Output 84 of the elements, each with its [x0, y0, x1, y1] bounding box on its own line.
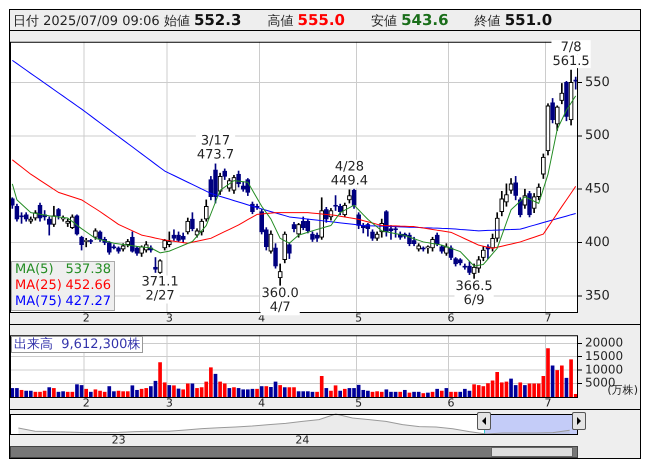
- bar: [430, 392, 434, 397]
- y-tick-label: 20000: [585, 335, 624, 350]
- bar: [278, 385, 282, 397]
- y-tick-label: 550: [585, 74, 610, 90]
- bar: [15, 388, 19, 397]
- bar: [523, 385, 527, 397]
- bar: [88, 392, 93, 397]
- text: 高値 555.0: [267, 11, 345, 29]
- annotation: 3/17 473.7: [196, 134, 234, 163]
- bar: [126, 391, 130, 397]
- y-tick-label: 350: [585, 288, 610, 304]
- annotation: 7/8 561.5: [552, 40, 590, 69]
- text: MA(75) 427.27: [15, 294, 111, 310]
- y-tick-label: 15000: [585, 348, 624, 363]
- bar: [338, 390, 342, 397]
- bar: [403, 390, 407, 397]
- bar: [228, 388, 232, 397]
- text: MA(25) 452.66: [15, 278, 111, 294]
- bar: [172, 385, 176, 397]
- x-tick-label: 5: [355, 396, 362, 410]
- y-tick-label: 450: [585, 182, 610, 197]
- bar: [232, 387, 236, 397]
- bar: [255, 388, 259, 397]
- bar: [320, 376, 324, 397]
- text: 安値 543.6: [370, 11, 449, 29]
- x-tick-label: 2: [82, 396, 90, 410]
- bar: [444, 388, 448, 397]
- bar: [47, 387, 52, 397]
- chart-title: 出来高 9,612,300株: [11, 336, 144, 354]
- bar: [241, 389, 246, 397]
- annotation: 4/28 449.4: [330, 160, 368, 189]
- text: 終値 551.0: [474, 11, 552, 29]
- x-tick-label: 7: [544, 311, 552, 324]
- x-tick-label: 3: [166, 396, 173, 410]
- bar: [282, 387, 287, 397]
- bar: [190, 384, 194, 397]
- x-tick-label: 3: [166, 311, 173, 324]
- bar: [398, 392, 402, 397]
- bar: [569, 359, 573, 397]
- bar: [20, 390, 24, 397]
- bar: [518, 382, 522, 397]
- series-label: MA(5) 537.38: [15, 262, 111, 278]
- bar: [222, 384, 227, 397]
- bar: [440, 390, 444, 397]
- y-tick-label: 10000: [585, 362, 624, 376]
- y-tick-label: 400: [585, 234, 610, 250]
- bar: [214, 374, 218, 397]
- x-tick-label: 23: [112, 433, 126, 446]
- annotation: 366.5 6/9: [455, 279, 493, 308]
- bar: [476, 385, 481, 397]
- x-tick-label: 4: [258, 396, 266, 410]
- bar: [342, 388, 347, 397]
- bar: [176, 388, 180, 397]
- x-tick-label: 7: [544, 396, 552, 410]
- x-tick-label: 6: [448, 396, 455, 410]
- bar: [301, 391, 306, 397]
- bar: [84, 388, 88, 397]
- annotation: 371.1 2/27: [141, 274, 179, 304]
- bar: [564, 378, 568, 397]
- bar: [52, 388, 56, 397]
- x-tick-label: 6: [448, 311, 455, 324]
- bar: [421, 393, 426, 397]
- bar: [66, 392, 70, 397]
- x-tick-label: 5: [355, 311, 362, 324]
- chart-title: 日付 2025/07/09 09:06: [13, 14, 161, 29]
- annotation: 360.0 4/7: [262, 286, 299, 316]
- bar: [458, 392, 462, 397]
- bar: [435, 388, 439, 397]
- bar: [144, 388, 148, 397]
- bar: [264, 386, 268, 397]
- bar: [380, 392, 384, 397]
- x-tick-label: 2: [82, 311, 90, 324]
- bar: [426, 392, 430, 397]
- x-tick-label: 24: [295, 433, 310, 446]
- bar: [28, 390, 33, 397]
- text: 始値 552.3: [164, 11, 242, 29]
- bar: [186, 384, 190, 397]
- bar: [107, 386, 112, 397]
- bar: [324, 388, 328, 397]
- bar: [550, 366, 554, 397]
- y-tick-label: 500: [585, 128, 610, 144]
- bar: [167, 385, 172, 397]
- bar: [260, 386, 264, 397]
- bar: [408, 392, 412, 397]
